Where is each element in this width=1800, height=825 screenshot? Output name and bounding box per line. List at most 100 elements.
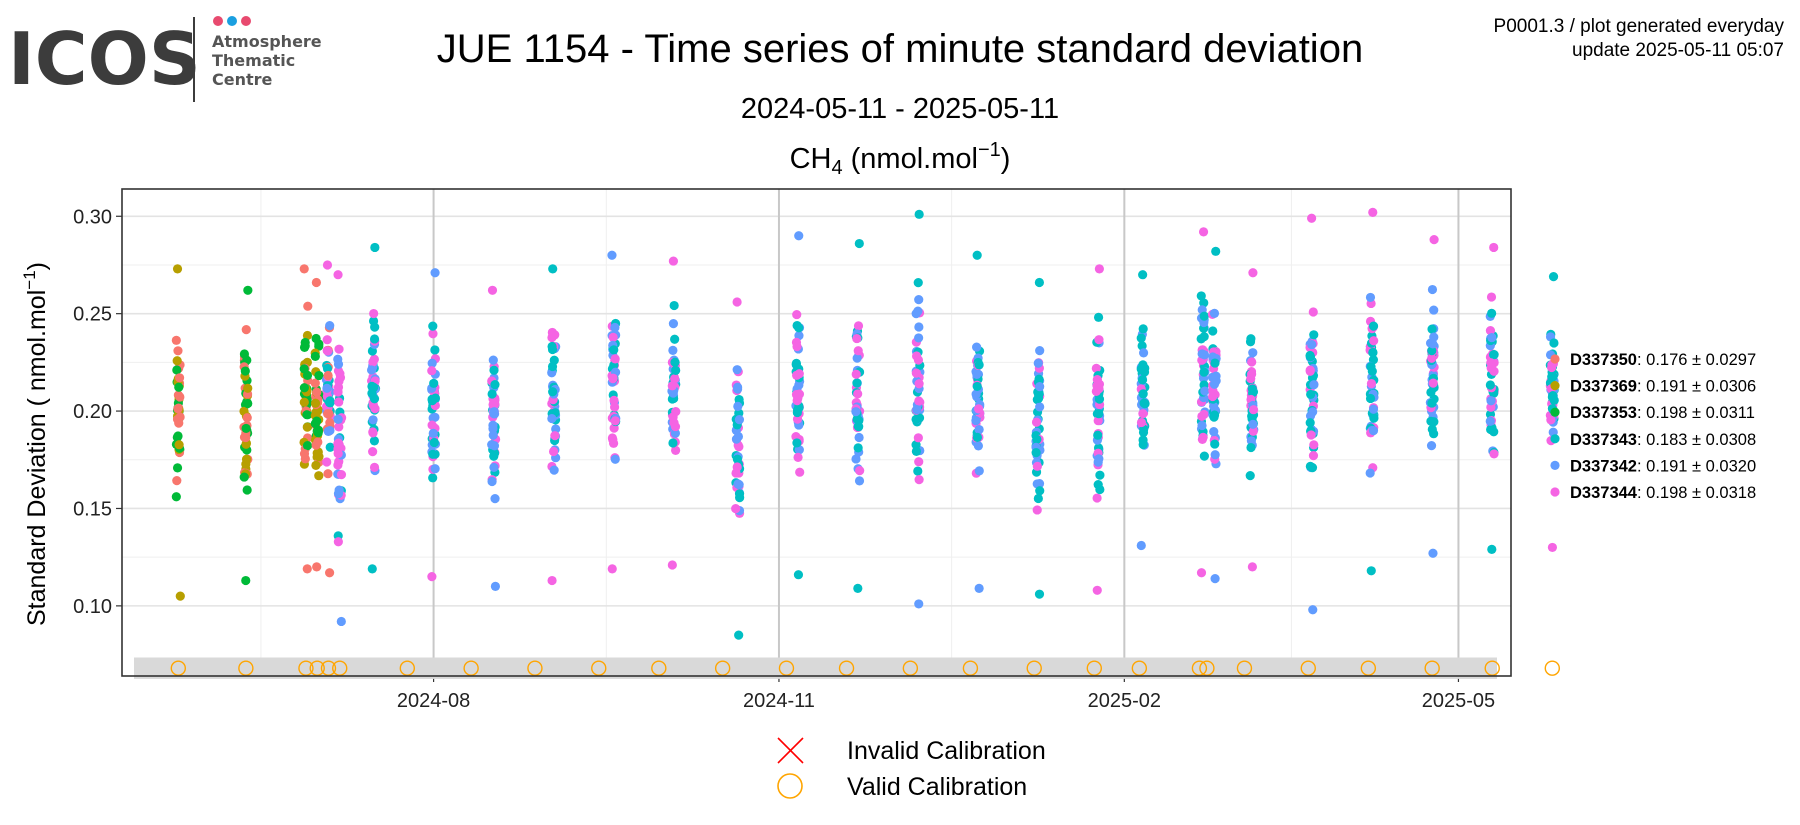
data-point <box>1486 402 1496 412</box>
data-point <box>1093 416 1103 426</box>
data-point <box>242 413 252 423</box>
data-point <box>851 454 861 464</box>
data-point <box>548 446 559 457</box>
data-point <box>323 346 333 356</box>
data-point <box>1034 589 1045 599</box>
data-point <box>1248 426 1258 436</box>
data-point <box>302 370 313 380</box>
data-point <box>1093 430 1103 440</box>
data-point <box>428 321 438 331</box>
data-point <box>913 278 923 288</box>
data-point <box>791 358 801 368</box>
data-point <box>173 431 183 441</box>
data-point <box>428 473 438 483</box>
data-point <box>428 413 438 423</box>
calibration-legend: Invalid Calibration Valid Calibration <box>777 737 1046 801</box>
data-point <box>853 346 863 356</box>
data-point <box>369 436 379 446</box>
data-point <box>1487 308 1497 318</box>
data-point <box>854 238 864 249</box>
data-point <box>607 564 617 574</box>
logo-sub-line: Centre <box>212 70 273 89</box>
data-point <box>428 428 438 438</box>
data-point <box>914 379 924 389</box>
data-point <box>240 366 250 376</box>
data-point <box>314 370 324 381</box>
data-point <box>1305 366 1315 376</box>
data-point <box>370 242 380 253</box>
data-point <box>1197 420 1207 431</box>
data-point <box>312 416 322 426</box>
data-point <box>1035 402 1045 412</box>
data-point <box>1095 470 1105 480</box>
data-point <box>1546 415 1556 425</box>
meta-generated: P0001.3 / plot generated everyday <box>1494 16 1785 37</box>
data-point <box>312 562 322 572</box>
data-point <box>490 581 501 591</box>
data-point <box>1035 382 1045 392</box>
data-point <box>1209 410 1220 420</box>
data-point <box>1210 358 1220 368</box>
data-point <box>302 441 313 451</box>
data-point <box>1246 436 1256 446</box>
data-point <box>1305 350 1315 361</box>
data-point <box>1091 363 1101 374</box>
legend-key <box>1550 407 1560 417</box>
data-point <box>310 351 320 361</box>
data-point <box>914 475 924 485</box>
legend-entry: D337369: 0.191 ± 0.0306 <box>1570 378 1756 396</box>
data-point <box>547 575 557 586</box>
data-point <box>972 369 982 380</box>
data-point <box>303 301 313 311</box>
data-point <box>1489 366 1499 376</box>
valid-calibration-label: Valid Calibration <box>847 773 1027 801</box>
data-point <box>1307 213 1317 223</box>
data-point <box>1429 332 1439 342</box>
data-point <box>1031 448 1041 458</box>
data-point <box>241 432 251 443</box>
data-point <box>1138 324 1148 334</box>
data-point <box>1489 242 1499 253</box>
data-point <box>1307 463 1318 473</box>
data-point <box>333 537 343 547</box>
data-point <box>313 428 323 438</box>
data-point <box>310 398 321 408</box>
data-point <box>1209 379 1220 389</box>
x-tick-label: 2025-02 <box>1088 690 1161 712</box>
data-point <box>610 322 620 333</box>
logo-dot-icon <box>241 16 251 26</box>
data-point <box>974 583 984 593</box>
data-point <box>668 412 678 422</box>
data-point <box>1035 346 1045 356</box>
logo-sub-line: Thematic <box>212 51 295 70</box>
data-point <box>853 321 864 331</box>
data-point <box>731 504 741 514</box>
data-point <box>302 410 312 420</box>
data-point <box>241 423 251 434</box>
data-point <box>548 387 558 397</box>
legend-entry: D337350: 0.176 ± 0.0297 <box>1570 351 1756 369</box>
data-point <box>334 422 344 432</box>
data-point <box>1428 378 1438 388</box>
data-point <box>1485 416 1495 426</box>
data-point <box>971 389 981 399</box>
data-point <box>1489 427 1499 437</box>
data-point <box>547 413 557 424</box>
data-point <box>734 414 745 425</box>
data-point <box>1138 270 1148 280</box>
data-point <box>1248 405 1259 415</box>
data-point <box>732 462 742 472</box>
data-point <box>914 599 924 609</box>
data-point <box>1366 378 1377 389</box>
data-point <box>668 256 679 266</box>
data-point <box>608 332 618 342</box>
data-point <box>792 320 802 331</box>
data-point <box>1196 334 1206 344</box>
data-point <box>368 357 378 367</box>
data-point <box>853 443 863 453</box>
data-point <box>239 349 250 359</box>
data-point <box>1092 585 1102 595</box>
data-point <box>366 365 377 375</box>
data-point <box>299 264 309 274</box>
data-point <box>325 320 335 331</box>
